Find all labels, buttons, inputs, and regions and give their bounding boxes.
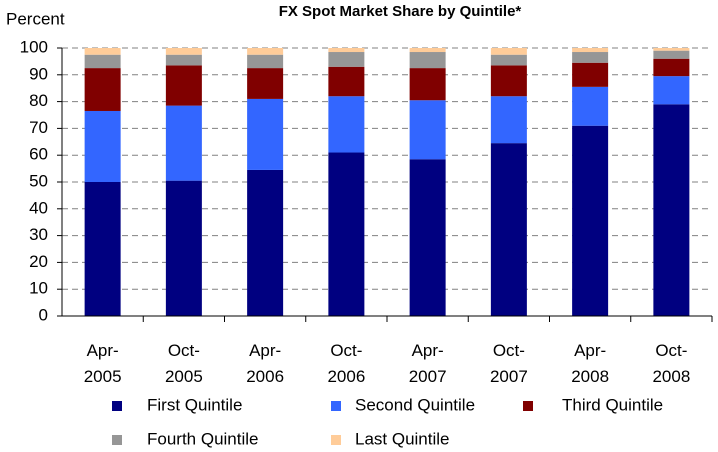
bar-segment — [653, 50, 690, 59]
x-tick-label-line: Oct- — [493, 341, 525, 360]
y-tick-label: 50 — [29, 171, 48, 190]
x-tick-label: Oct- 2006 — [327, 341, 365, 386]
x-tick-label-line: 2005 — [84, 367, 122, 386]
bar-segment — [84, 48, 121, 55]
bar-segment — [247, 48, 284, 55]
x-tick-label-line: 2006 — [246, 367, 284, 386]
x-tick-label: Apr- 2007 — [409, 341, 447, 386]
y-tick-label: 70 — [29, 118, 48, 137]
bar-segment — [328, 52, 365, 67]
x-tick-label: Apr- 2006 — [246, 341, 284, 386]
bar-segment — [165, 65, 202, 106]
bar-segment — [328, 152, 365, 316]
y-tick-label: 100 — [20, 37, 48, 56]
x-tick-label: Oct- 2007 — [490, 341, 528, 386]
legend-swatch — [331, 401, 341, 411]
x-tick-label-line: 2007 — [409, 367, 447, 386]
legend-swatch — [523, 401, 533, 411]
bar-segment — [653, 76, 690, 105]
x-tick-label: Apr- 2005 — [84, 341, 122, 386]
bar-segment — [490, 48, 527, 55]
bar-segment — [409, 100, 446, 160]
y-tick-label: 60 — [29, 145, 48, 164]
bar-segment — [572, 48, 609, 53]
bar-segment — [165, 180, 202, 316]
chart-title: FX Spot Market Share by Quintile* — [279, 3, 522, 20]
y-tick-label: 0 — [39, 305, 48, 324]
legend-swatch — [331, 435, 341, 445]
bar-segment — [247, 68, 284, 99]
bar-segment — [247, 98, 284, 170]
bar-segment — [409, 159, 446, 316]
legend-label: Third Quintile — [562, 395, 663, 414]
x-tick-label-line: 2007 — [490, 367, 528, 386]
bar-segment — [84, 54, 121, 69]
bar-segment — [572, 125, 609, 316]
bar-segment — [490, 143, 527, 316]
y-tick-label: 10 — [29, 279, 48, 298]
bar-segment — [328, 48, 365, 53]
x-tick-label-line: 2008 — [652, 367, 690, 386]
bar-segment — [328, 66, 365, 97]
legend-swatch — [112, 435, 122, 445]
y-tick-label: 20 — [29, 252, 48, 271]
bar-segment — [165, 105, 202, 181]
bar-segment — [165, 48, 202, 55]
legend-label: First Quintile — [147, 395, 242, 414]
y-tick-label: 90 — [29, 64, 48, 83]
x-tick-label-line: Oct- — [168, 341, 200, 360]
bar-segment — [490, 96, 527, 144]
bar-segment — [328, 96, 365, 153]
bar-segment — [165, 54, 202, 66]
bar-segment — [653, 48, 690, 51]
bar-segment — [490, 54, 527, 66]
legend-label: Second Quintile — [355, 395, 475, 414]
bar-segment — [247, 54, 284, 69]
x-tick-label: Oct- 2005 — [165, 341, 203, 386]
bar-segment — [653, 104, 690, 316]
x-tick-label-line: 2006 — [327, 367, 365, 386]
y-axis-label: Percent — [6, 9, 65, 28]
y-tick-label: 80 — [29, 91, 48, 110]
y-tick-label: 30 — [29, 225, 48, 244]
bar-segment — [84, 68, 121, 111]
bar-segment — [409, 68, 446, 101]
bar-segment — [572, 52, 609, 63]
x-tick-label-line: 2008 — [571, 367, 609, 386]
bar-segment — [653, 58, 690, 77]
x-tick-label-line: Apr- — [574, 341, 606, 360]
bar-segment — [490, 65, 527, 97]
x-tick-label-line: Apr- — [412, 341, 444, 360]
x-tick-label-line: Apr- — [249, 341, 281, 360]
y-tick-label: 40 — [29, 198, 48, 217]
legend-swatch — [112, 401, 122, 411]
x-tick-label: Oct- 2008 — [652, 341, 690, 386]
x-tick-label-line: 2005 — [165, 367, 203, 386]
x-tick-label-line: Oct- — [655, 341, 687, 360]
bar-segment — [409, 48, 446, 53]
legend-label: Last Quintile — [355, 429, 450, 448]
bar-segment — [84, 110, 121, 182]
x-tick-label: Apr- 2008 — [571, 341, 609, 386]
bar-segment — [84, 182, 121, 316]
x-tick-label-line: Apr- — [87, 341, 119, 360]
x-tick-label-line: Oct- — [330, 341, 362, 360]
legend-label: Fourth Quintile — [147, 429, 259, 448]
bar-segment — [572, 62, 609, 87]
bar-segment — [572, 86, 609, 126]
bar-segment — [409, 52, 446, 69]
bar-segment — [247, 169, 284, 316]
